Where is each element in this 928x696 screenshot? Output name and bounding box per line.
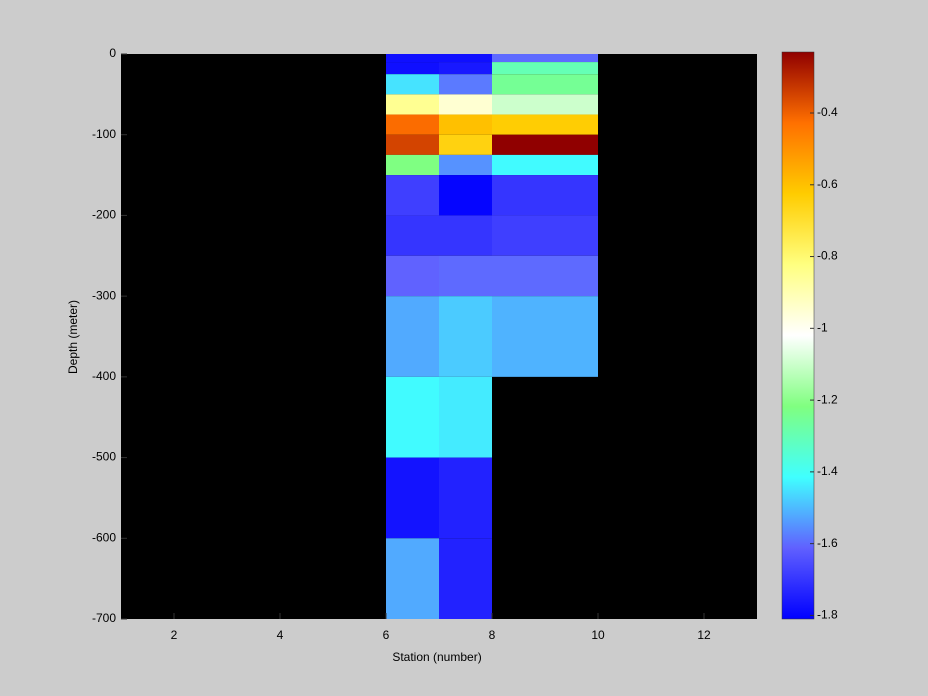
colorbar-tick-label: -0.8 [817, 249, 838, 263]
y-tick-label: -500 [92, 450, 116, 464]
heat-cell [386, 296, 439, 377]
y-tick-label: -200 [92, 208, 116, 222]
heat-cell [492, 94, 598, 115]
y-tick-label: -400 [92, 369, 116, 383]
colorbar-tick-label: -1.2 [817, 392, 838, 406]
heat-cell [439, 175, 492, 216]
heat-cell [386, 255, 439, 297]
heat-cell [386, 62, 439, 75]
heat-cell [439, 457, 492, 539]
x-tick-label: 12 [697, 628, 711, 642]
heat-cell [439, 62, 492, 75]
heat-cell [386, 376, 439, 458]
heat-cell [439, 154, 492, 176]
heat-cell [439, 215, 492, 256]
colorbar-tick-label: -0.4 [817, 105, 838, 119]
colorbar-tick-label: -1 [817, 320, 828, 334]
heat-cell [492, 54, 598, 63]
heat-cell [492, 74, 598, 95]
heat-cell [492, 175, 598, 216]
heat-cell [439, 114, 492, 135]
heat-cell [386, 457, 439, 539]
heat-cell [492, 255, 598, 297]
heat-cell [492, 296, 598, 377]
heat-cell [386, 215, 439, 256]
y-tick-label: -600 [92, 530, 116, 544]
heat-cell [386, 74, 439, 95]
heat-cell [386, 538, 439, 619]
heat-cell [386, 175, 439, 216]
heat-cell [439, 54, 492, 63]
heat-cell [492, 114, 598, 135]
heat-cell [492, 215, 598, 256]
x-tick-label: 4 [277, 628, 284, 642]
heat-cell [492, 154, 598, 176]
x-tick-label: 2 [171, 628, 178, 642]
y-tick-label: -300 [92, 288, 116, 302]
colorbar-tick-label: -0.6 [817, 177, 838, 191]
y-tick-label: 0 [109, 46, 116, 60]
colorbar-tick-label: -1.6 [817, 536, 838, 550]
heat-cell [386, 134, 439, 155]
heat-cell [386, 114, 439, 135]
heat-cell [439, 296, 492, 377]
colorbar-tick-label: -1.4 [817, 464, 838, 478]
heat-cell [439, 376, 492, 458]
y-axis-label: Depth (meter) [66, 300, 80, 374]
heat-cell [439, 255, 492, 297]
colorbar [781, 51, 815, 620]
heat-cell [439, 74, 492, 95]
x-tick-label: 8 [489, 628, 496, 642]
colorbar-tick-label: -1.8 [817, 608, 838, 622]
x-axis-label: Station (number) [392, 650, 481, 664]
heat-cell [439, 94, 492, 115]
heat-cell [439, 538, 492, 619]
y-tick-label: -700 [92, 611, 116, 625]
x-tick-label: 6 [383, 628, 390, 642]
heat-cell [386, 54, 439, 63]
x-tick-label: 10 [591, 628, 605, 642]
y-tick-label: -100 [92, 127, 116, 141]
heat-cell [492, 62, 598, 75]
heat-cell [439, 134, 492, 155]
heat-cell [386, 94, 439, 115]
heat-cell [492, 134, 598, 155]
heat-cell [386, 154, 439, 176]
